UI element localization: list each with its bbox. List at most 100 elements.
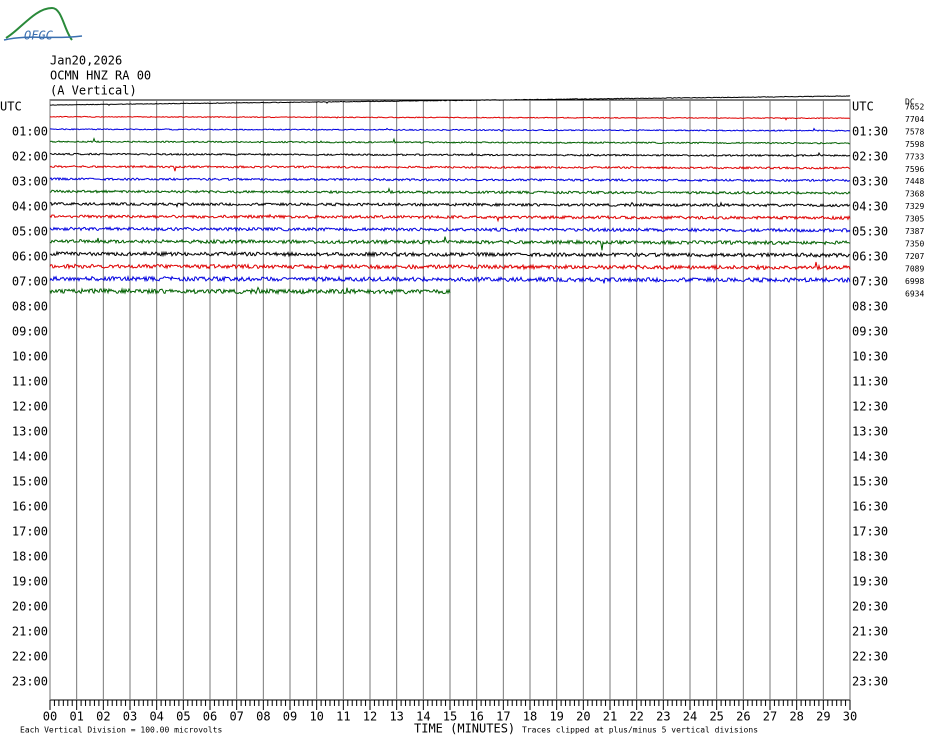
x-tick-label: 18 — [523, 710, 537, 724]
right-time-label: 05:30 — [852, 225, 888, 239]
seismic-trace — [50, 95, 851, 106]
seismic-trace — [49, 261, 851, 272]
right-time-label: 08:30 — [852, 300, 888, 314]
trace-level-label: 7652 — [905, 103, 924, 112]
x-tick-label: 26 — [736, 710, 750, 724]
left-time-label: 23:00 — [12, 675, 48, 689]
left-time-label: 07:00 — [12, 275, 48, 289]
x-tick-label: 17 — [496, 710, 510, 724]
trace-level-label: 7329 — [905, 202, 924, 211]
x-tick-label: 06 — [203, 710, 217, 724]
left-time-label: 20:00 — [12, 600, 48, 614]
trace-level-label: 7733 — [905, 152, 924, 161]
x-tick-label: 04 — [149, 710, 163, 724]
seismic-trace — [49, 127, 851, 133]
x-tick-label: 15 — [443, 710, 457, 724]
left-time-label: 01:00 — [12, 125, 48, 139]
x-tick-label: 27 — [763, 710, 777, 724]
right-time-label: 21:30 — [852, 625, 888, 639]
trace-level-label: 7596 — [905, 165, 924, 174]
x-tick-label: 02 — [96, 710, 110, 724]
right-time-label: 07:30 — [852, 275, 888, 289]
right-time-label: 09:30 — [852, 325, 888, 339]
right-time-label: 10:30 — [852, 350, 888, 364]
trace-level-label: 7598 — [905, 140, 924, 149]
left-time-label: 19:00 — [12, 575, 48, 589]
x-tick-label: 03 — [123, 710, 137, 724]
left-time-label: 16:00 — [12, 500, 48, 514]
left-time-label: 15:00 — [12, 475, 48, 489]
left-time-label: 05:00 — [12, 225, 48, 239]
scale-note: Each Vertical Division = 100.00 microvol… — [20, 726, 222, 735]
right-time-label: 11:30 — [852, 375, 888, 389]
trace-level-label: 7448 — [905, 177, 924, 186]
left-time-label: 04:00 — [12, 200, 48, 214]
left-time-label: 09:00 — [12, 325, 48, 339]
left-time-label: 17:00 — [12, 525, 48, 539]
x-tick-label: 01 — [69, 710, 83, 724]
right-time-label: 16:30 — [852, 500, 888, 514]
x-tick-label: 21 — [603, 710, 617, 724]
right-time-label: 15:30 — [852, 475, 888, 489]
x-tick-label: 10 — [309, 710, 323, 724]
x-axis-title: TIME (MINUTES) — [414, 722, 515, 736]
trace-level-label: 7704 — [905, 115, 924, 124]
x-tick-label: 24 — [683, 710, 697, 724]
left-time-label: 11:00 — [12, 375, 48, 389]
right-time-label: 14:30 — [852, 450, 888, 464]
component: (A Vertical) — [50, 84, 137, 98]
left-time-label: 21:00 — [12, 625, 48, 639]
x-tick-label: 12 — [363, 710, 377, 724]
x-tick-label: 08 — [256, 710, 270, 724]
seismic-trace — [49, 137, 850, 145]
seismic-trace — [49, 164, 851, 172]
x-tick-label: 19 — [549, 710, 563, 724]
right-time-label: 04:30 — [852, 200, 888, 214]
seismic-trace — [49, 213, 851, 223]
x-tick-label: 13 — [389, 710, 403, 724]
x-tick-label: 25 — [709, 710, 723, 724]
logo-text: OFGC — [24, 29, 54, 43]
seismic-trace — [49, 250, 851, 259]
logo-arc — [5, 6, 73, 41]
logo: OFGC — [3, 6, 83, 43]
labels: 00 01 02 03 04 05 06 07 08 09 10 11 12 13 14 15 16 17 18 19… — [0, 100, 924, 724]
seismic-trace — [49, 286, 451, 296]
trace-level-label: 7578 — [905, 127, 924, 136]
right-time-label: 18:30 — [852, 550, 888, 564]
left-time-label: 03:00 — [12, 175, 48, 189]
left-time-label: 14:00 — [12, 450, 48, 464]
x-tick-label: 11 — [336, 710, 350, 724]
seismic-trace — [49, 187, 851, 195]
dc-label: DC — [905, 98, 915, 107]
left-time-label: 10:00 — [12, 350, 48, 364]
left-time-label: 12:00 — [12, 400, 48, 414]
right-time-label: 17:30 — [852, 525, 888, 539]
x-tick-label: 14 — [416, 710, 430, 724]
seismic-trace — [49, 115, 851, 121]
grid — [49, 99, 851, 710]
right-time-label: 03:30 — [852, 175, 888, 189]
left-time-label: 08:00 — [12, 300, 48, 314]
trace-level-label: 7368 — [905, 190, 924, 199]
x-tick-label: 23 — [656, 710, 670, 724]
left-time-label: 13:00 — [12, 425, 48, 439]
x-tick-label: 07 — [229, 710, 243, 724]
x-tick-label: 22 — [629, 710, 643, 724]
trace-level-label: 6934 — [905, 289, 924, 298]
x-tick-label: 30 — [843, 710, 857, 724]
seismic-trace — [50, 151, 851, 158]
x-tick-label: 28 — [789, 710, 803, 724]
right-time-label: 20:30 — [852, 600, 888, 614]
trace-level-label: 7387 — [905, 227, 924, 236]
trace-level-label: 6998 — [905, 277, 924, 286]
logo-swoosh — [3, 35, 83, 41]
date: Jan20,2026 — [50, 54, 122, 68]
clip-note: Traces clipped at plus/minus 5 vertical … — [522, 726, 758, 735]
station: OCMN HNZ RA 00 — [50, 69, 151, 83]
left-time-label: 06:00 — [12, 250, 48, 264]
right-time-label: 02:30 — [852, 150, 888, 164]
seismic-trace — [49, 274, 851, 284]
right-time-label: 22:30 — [852, 650, 888, 664]
trace-level-label: 7089 — [905, 264, 924, 273]
